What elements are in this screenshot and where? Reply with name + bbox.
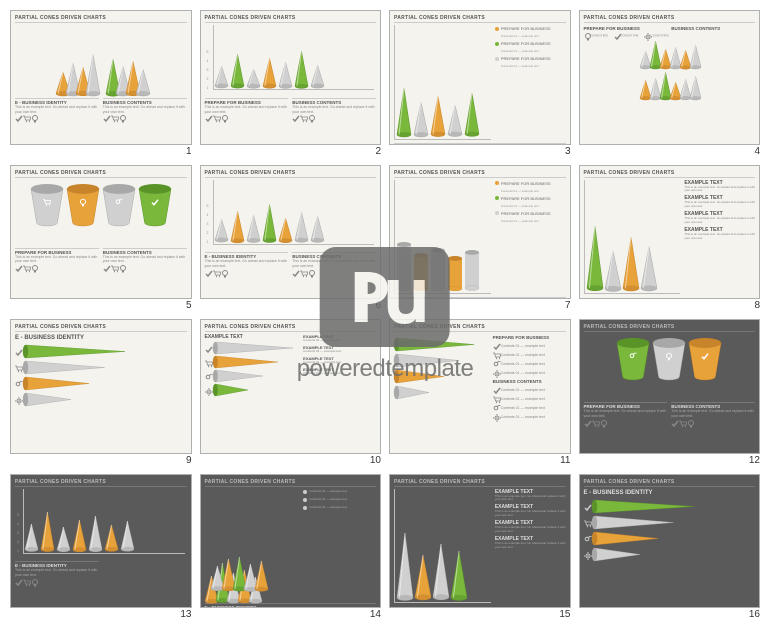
slide-1[interactable]: PARTIAL CONES DRIVEN CHARTS (10, 10, 192, 157)
slide-body: PARTIAL CONES DRIVEN CHARTS 12345 (200, 10, 382, 145)
slide-14[interactable]: PARTIAL CONES DRIVEN CHARTS (200, 474, 382, 621)
slide-13[interactable]: PARTIAL CONES DRIVEN CHARTS 12345 (10, 474, 192, 621)
slide-title: PARTIAL CONES DRIVEN CHARTS (394, 170, 566, 178)
slide-title: PARTIAL CONES DRIVEN CHARTS (205, 15, 377, 23)
slide-4[interactable]: PARTIAL CONES DRIVEN CHARTS PREPARE FOR B… (579, 10, 761, 157)
slide-body: PARTIAL CONES DRIVEN CHARTS 12345 (10, 474, 192, 609)
slide-number: 16 (579, 608, 761, 620)
slide-number: 3 (389, 145, 571, 157)
slide-number: 7 (389, 299, 571, 311)
slide-body: PARTIAL CONES DRIVEN CHARTS EXAMPLE TEXT… (389, 474, 571, 609)
slide-9[interactable]: PARTIAL CONES DRIVEN CHARTS E - BUSINESS … (10, 319, 192, 466)
slide-title: PARTIAL CONES DRIVEN CHARTS (205, 324, 377, 332)
slide-content: PREPARE FOR BUSINESSContents 01 — exampl… (394, 180, 566, 295)
slide-6[interactable]: PARTIAL CONES DRIVEN CHARTS 12345 (200, 165, 382, 312)
slide-content: EXAMPLE TEXT EXAMPLE TEXTContents 01 — e… (205, 334, 377, 449)
slide-content: EXAMPLE TEXTThis is an example text. Go … (584, 180, 756, 295)
slide-title: PARTIAL CONES DRIVEN CHARTS (15, 479, 187, 487)
slide-number: 4 (579, 145, 761, 157)
slide-content: 12345 (205, 25, 377, 140)
slide-title: PARTIAL CONES DRIVEN CHARTS (584, 479, 756, 487)
slide-12[interactable]: PARTIAL CONES DRIVEN CHARTS PREPARE FOR … (579, 319, 761, 466)
slide-content: E - BUSINESS IDENTITY (584, 489, 756, 604)
slide-body: PARTIAL CONES DRIVEN CHARTS 12345 (200, 165, 382, 300)
slide-body: PARTIAL CONES DRIVEN CHARTS (389, 10, 571, 145)
slide-15[interactable]: PARTIAL CONES DRIVEN CHARTS EXAMPLE TEXT… (389, 474, 571, 621)
slide-title: PARTIAL CONES DRIVEN CHARTS (394, 479, 566, 487)
slide-content: PREPARE FOR BUSINESSContents 01 — exampl… (394, 25, 566, 140)
slide-body: PARTIAL CONES DRIVEN CHARTS (10, 10, 192, 145)
slide-content: PREPARE FOR BUSINESSBUSINESS CONTENTS Co… (584, 25, 756, 140)
slide-2[interactable]: PARTIAL CONES DRIVEN CHARTS 12345 (200, 10, 382, 157)
slide-content: Contents 01 — example textContents 01 — … (205, 489, 377, 604)
slide-title: PARTIAL CONES DRIVEN CHARTS (15, 170, 187, 178)
slide-11[interactable]: PARTIAL CONES DRIVEN CHARTS PREPARE FOR … (389, 319, 571, 466)
slide-title: PARTIAL CONES DRIVEN CHARTS (15, 324, 187, 332)
slide-title: PARTIAL CONES DRIVEN CHARTS (584, 15, 756, 23)
slide-number: 9 (10, 454, 192, 466)
slide-body: PARTIAL CONES DRIVEN CHARTS EXAMPLE TEXT … (200, 319, 382, 454)
slide-title: PARTIAL CONES DRIVEN CHARTS (15, 15, 187, 23)
slide-title: PARTIAL CONES DRIVEN CHARTS (394, 15, 566, 23)
slide-content: PREPARE FOR BUSINESSThis is an example t… (584, 334, 756, 449)
slide-7[interactable]: PARTIAL CONES DRIVEN CHARTS PREPARE FOR … (389, 165, 571, 312)
slide-content: PREPARE FOR BUSINESSContents 01 — exampl… (394, 334, 566, 449)
slide-content: E - BUSINESS IDENTITYThis is an example … (15, 25, 187, 140)
slide-title: PARTIAL CONES DRIVEN CHARTS (584, 170, 756, 178)
slide-body: PARTIAL CONES DRIVEN CHARTS E - BUSINESS … (10, 319, 192, 454)
slide-number: 5 (10, 299, 192, 311)
slide-body: PARTIAL CONES DRIVEN CHARTS PREPARE FOR … (389, 165, 571, 300)
slide-number: 12 (579, 454, 761, 466)
slide-number: 8 (579, 299, 761, 311)
slide-body: PARTIAL CONES DRIVEN CHARTS PREPARE FOR B… (579, 10, 761, 145)
slide-body: PARTIAL CONES DRIVEN CHARTS PREPARE FOR … (10, 165, 192, 300)
slide-16[interactable]: PARTIAL CONES DRIVEN CHARTS E - BUSINESS … (579, 474, 761, 621)
slide-8[interactable]: PARTIAL CONES DRIVEN CHARTS EXAMPLE TEXT… (579, 165, 761, 312)
slide-title: PARTIAL CONES DRIVEN CHARTS (394, 324, 566, 332)
slide-body: PARTIAL CONES DRIVEN CHARTS PREPARE FOR … (389, 319, 571, 454)
slide-content: 12345 (15, 489, 187, 604)
slide-number: 15 (389, 608, 571, 620)
slide-title: PARTIAL CONES DRIVEN CHARTS (584, 324, 756, 332)
slide-body: PARTIAL CONES DRIVEN CHARTS (200, 474, 382, 609)
slide-3[interactable]: PARTIAL CONES DRIVEN CHARTS (389, 10, 571, 157)
slide-number: 1 (10, 145, 192, 157)
slide-title: PARTIAL CONES DRIVEN CHARTS (205, 170, 377, 178)
slide-number: 2 (200, 145, 382, 157)
slide-title: PARTIAL CONES DRIVEN CHARTS (205, 479, 377, 487)
slide-content: PREPARE FOR BUSINESSThis is an example t… (15, 180, 187, 295)
slide-number: 10 (200, 454, 382, 466)
slide-number: 11 (389, 454, 571, 466)
slide-5[interactable]: PARTIAL CONES DRIVEN CHARTS PREPARE FOR … (10, 165, 192, 312)
slide-content: 12345 (205, 180, 377, 295)
slide-number: 13 (10, 608, 192, 620)
slide-content: EXAMPLE TEXTThis is an example text. Go … (394, 489, 566, 604)
slide-number: 6 (200, 299, 382, 311)
slide-body: PARTIAL CONES DRIVEN CHARTS E - BUSINESS … (579, 474, 761, 609)
slide-10[interactable]: PARTIAL CONES DRIVEN CHARTS EXAMPLE TEXT … (200, 319, 382, 466)
slide-body: PARTIAL CONES DRIVEN CHARTS PREPARE FOR … (579, 319, 761, 454)
slide-grid: PARTIAL CONES DRIVEN CHARTS (0, 0, 770, 630)
slide-content: E - BUSINESS IDENTITY (15, 334, 187, 449)
slide-body: PARTIAL CONES DRIVEN CHARTS EXAMPLE TEXT… (579, 165, 761, 300)
slide-number: 14 (200, 608, 382, 620)
